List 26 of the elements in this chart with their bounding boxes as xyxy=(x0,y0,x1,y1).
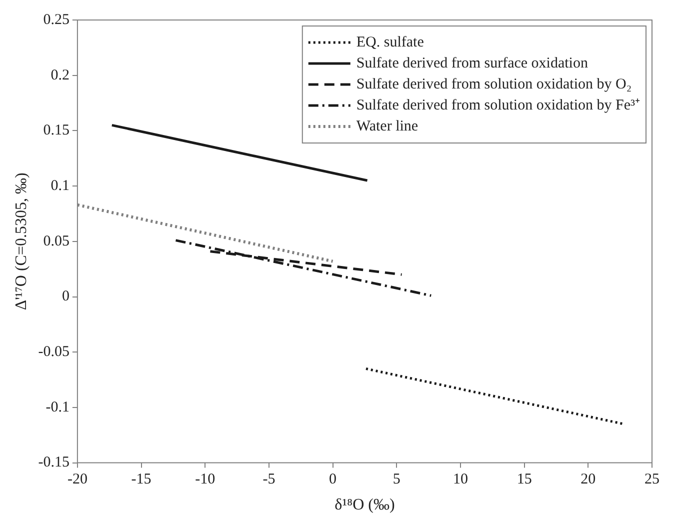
x-tick-label: -20 xyxy=(67,472,88,488)
legend-label: Sulfate derived from solution oxidation by Fe³⁺ xyxy=(356,97,640,114)
x-axis-title: δ¹⁸O (‰) xyxy=(334,496,395,514)
x-tick-label: -5 xyxy=(262,472,276,488)
x-tick-label: 10 xyxy=(452,472,468,488)
x-tick-label: 20 xyxy=(580,472,596,488)
y-tick-label: 0 xyxy=(62,288,70,305)
legend-label: EQ. sulfate xyxy=(356,34,424,50)
y-tick-label: 0.2 xyxy=(50,67,70,84)
x-tick-label: 15 xyxy=(516,472,532,488)
x-tick-label: -15 xyxy=(131,472,152,488)
x-tick-label: -10 xyxy=(195,472,216,488)
x-tick-label: 25 xyxy=(644,472,660,488)
legend-label: Water line xyxy=(356,118,418,134)
y-axis-title: Δ'¹⁷O (C=0.5305, ‰) xyxy=(12,172,30,310)
legend-label: Sulfate derived from surface oxidation xyxy=(356,55,588,72)
legend-label: Sulfate derived from solution oxidation by O₂ xyxy=(356,76,632,92)
x-tick-label: 0 xyxy=(329,472,337,488)
y-tick-label: -0.1 xyxy=(46,399,70,416)
y-tick-label: 0.15 xyxy=(43,122,70,139)
y-tick-label: -0.05 xyxy=(38,344,70,360)
y-tick-label: 0.1 xyxy=(50,178,70,194)
y-tick-label: -0.15 xyxy=(38,454,70,471)
y-tick-label: 0.25 xyxy=(43,12,70,28)
y-tick-label: 0.05 xyxy=(43,233,70,250)
x-tick-label: 5 xyxy=(392,472,400,488)
